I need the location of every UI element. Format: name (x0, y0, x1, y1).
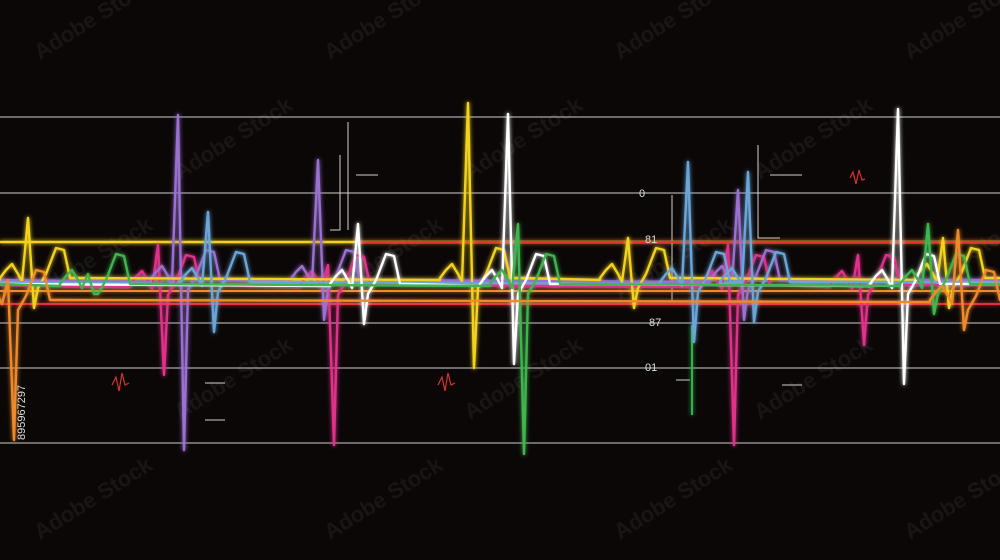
label: 0 (639, 188, 645, 200)
waveform (0, 160, 1000, 344)
label: 01 (645, 362, 657, 374)
label: 81 (645, 234, 657, 246)
waveform (0, 222, 1000, 456)
heart-icon (437, 372, 456, 392)
label: 87 (649, 317, 661, 329)
image-id: 895967297 (16, 385, 28, 440)
waveforms (0, 101, 1000, 456)
waveform (0, 107, 1000, 386)
waveform (0, 228, 1000, 442)
heart-icon (111, 372, 130, 392)
waveform (0, 113, 1000, 452)
bracket-lines (205, 122, 802, 421)
heart-icon (849, 169, 866, 185)
